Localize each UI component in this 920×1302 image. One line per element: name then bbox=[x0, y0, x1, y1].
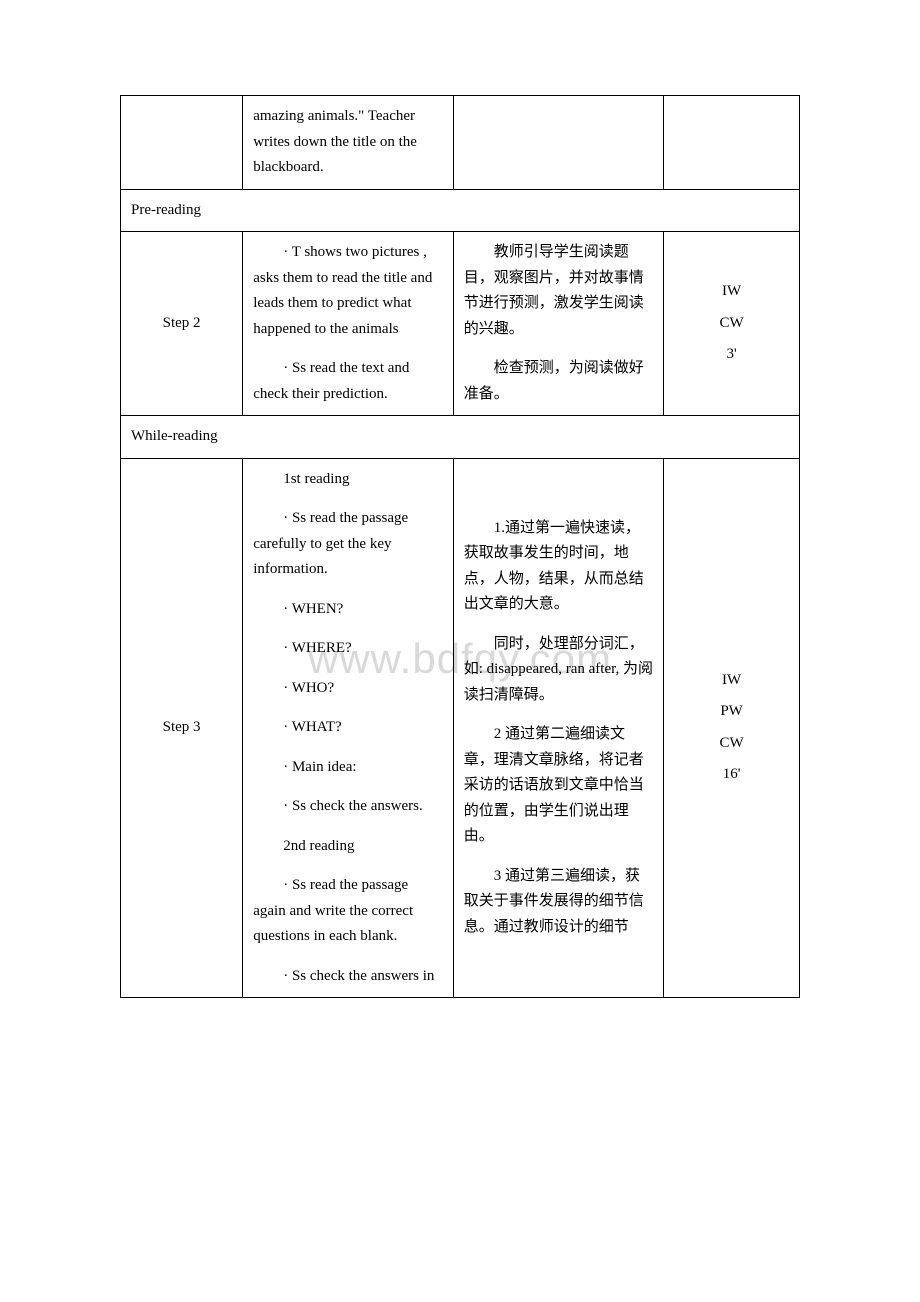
activity-paragraph: · Ss read the passage carefully to get t… bbox=[253, 506, 442, 583]
section-row: Pre-reading bbox=[121, 189, 800, 232]
mode-text: IW bbox=[674, 668, 789, 694]
activity-paragraph: · Ss read the text and check their predi… bbox=[253, 356, 442, 407]
section-row: While-reading bbox=[121, 416, 800, 459]
purpose-cell: 1.通过第一遍快速读，获取故事发生的时间，地点，人物，结果，从而总结出文章的大意… bbox=[453, 458, 663, 998]
activity-cell: · T shows two pictures , asks them to re… bbox=[243, 232, 453, 416]
step-cell: Step 3 bbox=[121, 458, 243, 998]
purpose-paragraph: 同时，处理部分词汇，如: disappeared, ran after, 为阅读… bbox=[464, 632, 653, 709]
section-header-cell: While-reading bbox=[121, 416, 800, 459]
purpose-paragraph: 1.通过第一遍快速读，获取故事发生的时间，地点，人物，结果，从而总结出文章的大意… bbox=[464, 516, 653, 618]
activity-cell: amazing animals." Teacher writes down th… bbox=[243, 96, 453, 190]
activity-cell: 1st reading · Ss read the passage carefu… bbox=[243, 458, 453, 998]
mode-text: 16' bbox=[674, 762, 789, 788]
purpose-paragraph: 教师引导学生阅读题目，观察图片，并对故事情节进行预测，激发学生阅读的兴趣。 bbox=[464, 240, 653, 342]
mode-cell: IW CW 3' bbox=[664, 232, 800, 416]
step-cell: Step 2 bbox=[121, 232, 243, 416]
activity-paragraph: 2nd reading bbox=[253, 834, 442, 860]
activity-paragraph: · Ss check the answers. bbox=[253, 794, 442, 820]
activity-paragraph: · Ss read the passage again and write th… bbox=[253, 873, 442, 950]
mode-cell: IW PW CW 16' bbox=[664, 458, 800, 998]
mode-text: CW bbox=[674, 311, 789, 337]
table-row: Step 2 · T shows two pictures , asks the… bbox=[121, 232, 800, 416]
mode-text: CW bbox=[674, 731, 789, 757]
lesson-plan-table: amazing animals." Teacher writes down th… bbox=[120, 95, 800, 998]
mode-cell bbox=[664, 96, 800, 190]
activity-paragraph: 1st reading bbox=[253, 467, 442, 493]
table-row: Step 3 1st reading · Ss read the passage… bbox=[121, 458, 800, 998]
table-row: amazing animals." Teacher writes down th… bbox=[121, 96, 800, 190]
step-cell bbox=[121, 96, 243, 190]
mode-text: PW bbox=[674, 699, 789, 725]
section-label: Pre-reading bbox=[131, 202, 201, 218]
purpose-paragraph: 检查预测，为阅读做好准备。 bbox=[464, 356, 653, 407]
activity-paragraph: · Ss check the answers in bbox=[253, 964, 442, 990]
activity-paragraph: · Main idea: bbox=[253, 755, 442, 781]
activity-paragraph: · T shows two pictures , asks them to re… bbox=[253, 240, 442, 342]
step-label: Step 3 bbox=[163, 719, 201, 735]
mode-text: IW bbox=[674, 279, 789, 305]
document-content: amazing animals." Teacher writes down th… bbox=[120, 95, 800, 998]
activity-paragraph: · WHAT? bbox=[253, 715, 442, 741]
mode-text: 3' bbox=[674, 342, 789, 368]
activity-paragraph: · WHEN? bbox=[253, 597, 442, 623]
activity-paragraph: · WHERE? bbox=[253, 636, 442, 662]
activity-text: amazing animals." Teacher writes down th… bbox=[253, 108, 417, 175]
purpose-paragraph: 2 通过第二遍细读文章，理清文章脉络，将记者采访的话语放到文章中恰当的位置，由学… bbox=[464, 722, 653, 850]
activity-paragraph: · WHO? bbox=[253, 676, 442, 702]
purpose-paragraph: 3 通过第三遍细读，获取关于事件发展得的细节信息。通过教师设计的细节 bbox=[464, 864, 653, 941]
section-label: While-reading bbox=[131, 428, 218, 444]
purpose-cell: 教师引导学生阅读题目，观察图片，并对故事情节进行预测，激发学生阅读的兴趣。 检查… bbox=[453, 232, 663, 416]
section-header-cell: Pre-reading bbox=[121, 189, 800, 232]
purpose-cell bbox=[453, 96, 663, 190]
step-label: Step 2 bbox=[163, 315, 201, 331]
